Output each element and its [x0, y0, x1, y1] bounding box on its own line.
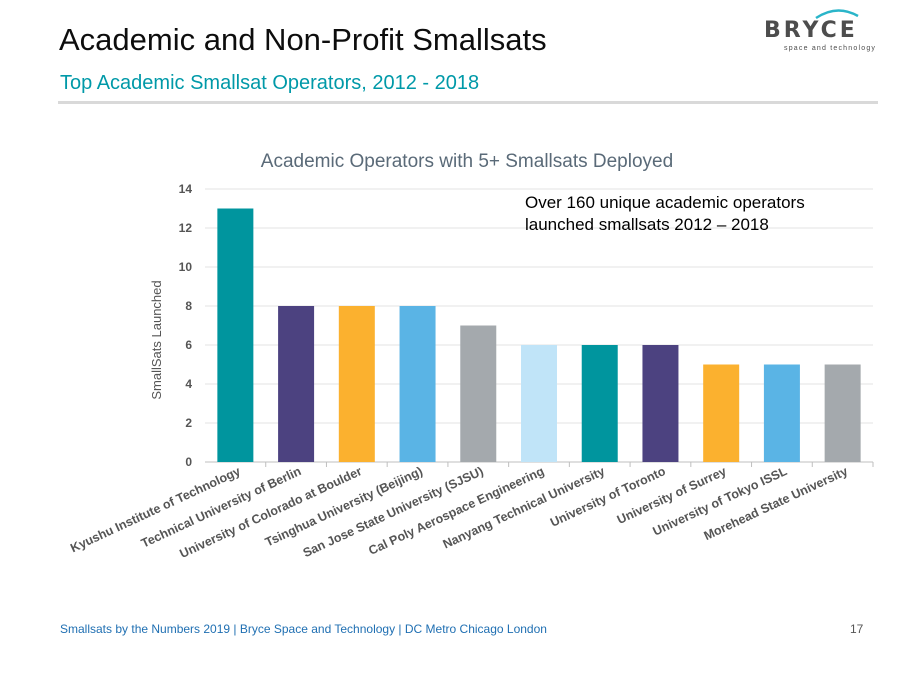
- slide-title: Academic and Non-Profit Smallsats: [59, 22, 547, 57]
- bar: [642, 345, 679, 462]
- y-tick-labels: 0 2 4 6 8 10 12 14: [179, 182, 193, 469]
- logo-tagline: space and technology: [784, 45, 877, 52]
- bryce-logo: BRYCE space and technology: [760, 6, 880, 56]
- annotation-line-1: Over 160 unique academic operators: [525, 193, 805, 212]
- logo-arc-icon: [815, 9, 859, 20]
- chart-title: Academic Operators with 5+ Smallsats Dep…: [261, 151, 673, 172]
- bar: [763, 364, 800, 462]
- footer-text: Smallsats by the Numbers 2019 | Bryce Sp…: [60, 622, 547, 636]
- bars: [217, 208, 861, 462]
- annotation-line-2: launched smallsats 2012 – 2018: [525, 215, 769, 234]
- y-tick-label: 6: [185, 338, 192, 352]
- x-tick-labels: Kyushu Institute of TechnologyTechnical …: [68, 462, 874, 561]
- y-axis-label: SmallSats Launched: [149, 280, 164, 399]
- bar: [278, 306, 315, 462]
- bar: [824, 364, 861, 462]
- title-divider: [58, 101, 878, 104]
- y-tick-label: 14: [179, 182, 193, 196]
- y-tick-label: 10: [179, 260, 193, 274]
- logo-wordmark: BRYCE: [764, 18, 858, 43]
- y-tick-label: 8: [185, 299, 192, 313]
- bar: [338, 306, 375, 462]
- bar: [521, 345, 557, 462]
- slide-subtitle: Top Academic Smallsat Operators, 2012 - …: [60, 72, 480, 94]
- bar: [217, 208, 254, 462]
- y-tick-label: 4: [185, 377, 192, 391]
- chart-annotation: Over 160 unique academic operators launc…: [525, 192, 805, 236]
- page-number: 17: [850, 622, 864, 636]
- y-tick-label: 12: [179, 221, 193, 235]
- bar: [399, 306, 436, 462]
- bar: [581, 345, 618, 462]
- y-tick-label: 0: [185, 455, 192, 469]
- bar: [703, 364, 740, 462]
- bar: [460, 325, 497, 462]
- y-tick-label: 2: [185, 416, 192, 430]
